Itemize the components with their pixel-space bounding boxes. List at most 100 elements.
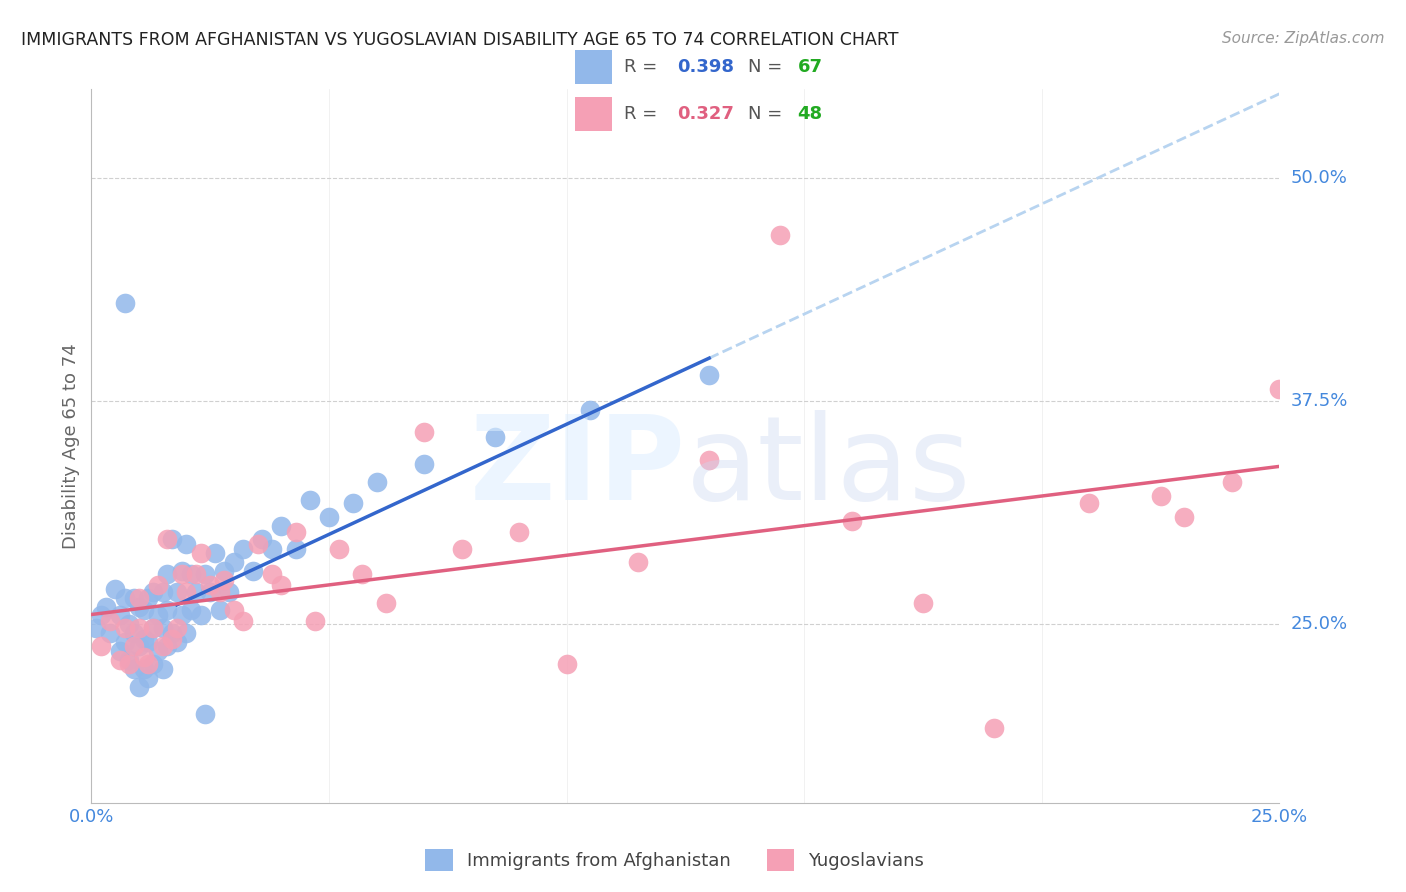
Point <box>222 555 245 569</box>
Point <box>246 537 269 551</box>
Point <box>118 653 141 667</box>
Point <box>194 706 217 721</box>
Point <box>555 657 578 671</box>
Point <box>769 228 792 243</box>
Text: ZIP: ZIP <box>470 410 685 524</box>
Point <box>160 626 183 640</box>
Point <box>114 591 136 605</box>
Point <box>132 632 155 646</box>
Point <box>114 621 136 635</box>
Bar <box>575 96 612 131</box>
Point <box>184 567 207 582</box>
Point <box>352 567 374 582</box>
Point <box>1173 510 1195 524</box>
Text: Source: ZipAtlas.com: Source: ZipAtlas.com <box>1222 31 1385 46</box>
Text: 25.0%: 25.0% <box>1291 615 1348 633</box>
Point <box>218 858 240 872</box>
Point <box>451 542 474 557</box>
Point <box>200 578 222 592</box>
Point <box>232 614 254 628</box>
Point <box>100 626 122 640</box>
Text: 37.5%: 37.5% <box>1291 392 1348 410</box>
Point <box>200 585 222 599</box>
Point <box>214 564 236 578</box>
Point <box>142 585 165 599</box>
Point <box>180 603 202 617</box>
Point <box>1220 475 1243 489</box>
Point <box>218 585 240 599</box>
Point <box>108 644 131 658</box>
Point <box>214 573 236 587</box>
Point <box>152 621 174 635</box>
Point <box>138 635 160 649</box>
Point <box>122 639 145 653</box>
Point <box>132 649 155 664</box>
Text: IMMIGRANTS FROM AFGHANISTAN VS YUGOSLAVIAN DISABILITY AGE 65 TO 74 CORRELATION C: IMMIGRANTS FROM AFGHANISTAN VS YUGOSLAVI… <box>21 31 898 49</box>
Point <box>166 621 188 635</box>
Point <box>84 621 107 635</box>
Point <box>911 596 934 610</box>
Point <box>170 564 193 578</box>
Point <box>1268 382 1291 396</box>
Point <box>342 496 364 510</box>
Text: 48: 48 <box>797 104 823 123</box>
Point <box>697 368 720 382</box>
Text: 67: 67 <box>797 58 823 76</box>
Point <box>146 644 169 658</box>
Point <box>146 578 169 592</box>
Point <box>190 546 212 560</box>
Point <box>1078 496 1101 510</box>
Point <box>156 603 179 617</box>
Point <box>252 532 274 546</box>
Point <box>138 657 160 671</box>
Point <box>413 425 436 439</box>
Point <box>208 603 231 617</box>
Point <box>166 635 188 649</box>
Point <box>122 662 145 676</box>
Point <box>122 591 145 605</box>
Point <box>142 621 165 635</box>
Point <box>508 524 530 539</box>
Point <box>484 430 506 444</box>
Point <box>328 542 350 557</box>
Point <box>108 653 131 667</box>
Point <box>114 635 136 649</box>
Legend: Immigrants from Afghanistan, Yugoslavians: Immigrants from Afghanistan, Yugoslavian… <box>418 842 932 879</box>
Point <box>983 721 1005 735</box>
Point <box>232 542 254 557</box>
Point <box>208 585 231 599</box>
Point <box>90 639 112 653</box>
Point <box>160 632 183 646</box>
Point <box>160 532 183 546</box>
Point <box>118 617 141 632</box>
Point <box>298 492 321 507</box>
Point <box>138 671 160 685</box>
Y-axis label: Disability Age 65 to 74: Disability Age 65 to 74 <box>62 343 80 549</box>
Point <box>166 585 188 599</box>
Point <box>108 608 131 623</box>
Point <box>413 457 436 471</box>
Point <box>100 614 122 628</box>
Point <box>132 662 155 676</box>
Point <box>170 567 193 582</box>
Point <box>152 662 174 676</box>
Point <box>152 639 174 653</box>
Text: 0.327: 0.327 <box>676 104 734 123</box>
Point <box>270 519 292 533</box>
Point <box>128 680 150 694</box>
Point <box>90 608 112 623</box>
Point <box>366 475 388 489</box>
Point <box>304 614 326 628</box>
Point <box>128 639 150 653</box>
Point <box>284 542 307 557</box>
Point <box>176 585 198 599</box>
Point <box>1149 489 1171 503</box>
Point <box>184 585 207 599</box>
Point <box>176 626 198 640</box>
Point <box>138 591 160 605</box>
Point <box>242 564 264 578</box>
Point <box>156 639 179 653</box>
Point <box>146 608 169 623</box>
Text: 50.0%: 50.0% <box>1291 169 1347 187</box>
Point <box>180 567 202 582</box>
